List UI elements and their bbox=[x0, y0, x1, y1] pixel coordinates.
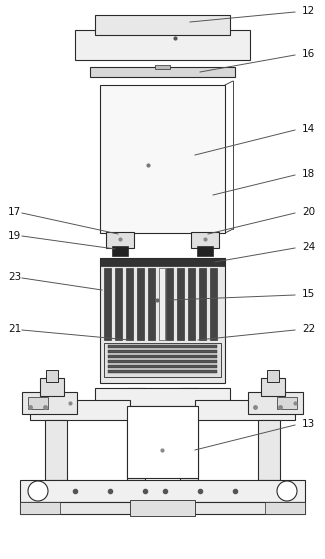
Bar bbox=[45, 420, 67, 480]
Bar bbox=[155, 65, 170, 69]
Bar bbox=[40, 378, 64, 396]
Bar bbox=[104, 343, 221, 377]
Bar bbox=[30, 400, 130, 420]
Bar bbox=[265, 502, 305, 514]
Bar bbox=[148, 268, 155, 340]
Bar bbox=[199, 268, 206, 340]
Bar bbox=[108, 350, 217, 353]
Bar bbox=[258, 420, 280, 480]
Text: 14: 14 bbox=[302, 124, 315, 134]
Bar bbox=[75, 30, 250, 60]
Text: 16: 16 bbox=[302, 49, 315, 59]
Circle shape bbox=[277, 481, 297, 501]
Bar bbox=[104, 268, 111, 340]
Text: 13: 13 bbox=[302, 419, 315, 429]
Bar bbox=[191, 232, 219, 248]
Bar bbox=[100, 258, 225, 266]
Bar bbox=[267, 370, 279, 382]
Bar bbox=[108, 365, 217, 368]
Bar bbox=[115, 268, 122, 340]
Bar bbox=[210, 268, 217, 340]
Bar bbox=[106, 232, 134, 248]
Bar bbox=[130, 500, 195, 516]
Bar bbox=[108, 370, 217, 373]
Bar bbox=[108, 360, 217, 363]
Text: 18: 18 bbox=[302, 169, 315, 179]
Bar bbox=[197, 246, 213, 256]
Text: 24: 24 bbox=[302, 242, 315, 252]
Text: 20: 20 bbox=[302, 207, 315, 217]
Bar bbox=[100, 258, 225, 383]
Bar bbox=[95, 15, 230, 35]
Text: 12: 12 bbox=[302, 6, 315, 16]
Bar bbox=[20, 502, 60, 514]
Bar bbox=[277, 397, 297, 409]
Bar bbox=[137, 268, 144, 340]
Bar bbox=[177, 268, 184, 340]
Bar bbox=[46, 370, 58, 382]
Bar bbox=[180, 388, 198, 483]
Bar bbox=[108, 345, 217, 348]
Text: 23: 23 bbox=[8, 272, 21, 282]
Bar bbox=[159, 268, 165, 340]
Bar bbox=[22, 392, 77, 414]
Bar bbox=[90, 67, 235, 77]
Bar bbox=[195, 400, 295, 420]
Bar bbox=[127, 406, 198, 478]
Bar bbox=[95, 388, 230, 406]
Bar bbox=[166, 268, 173, 340]
Text: 22: 22 bbox=[302, 324, 315, 334]
Text: 15: 15 bbox=[302, 289, 315, 299]
Bar bbox=[126, 268, 133, 340]
Bar bbox=[112, 246, 128, 256]
Bar bbox=[248, 392, 303, 414]
Bar bbox=[100, 85, 225, 233]
Bar bbox=[20, 480, 305, 502]
Text: 17: 17 bbox=[8, 207, 21, 217]
Bar bbox=[127, 388, 145, 483]
Text: 19: 19 bbox=[8, 231, 21, 241]
Bar bbox=[188, 268, 195, 340]
Bar bbox=[108, 355, 217, 358]
Bar bbox=[28, 397, 48, 409]
Text: 21: 21 bbox=[8, 324, 21, 334]
Circle shape bbox=[28, 481, 48, 501]
Bar bbox=[261, 378, 285, 396]
Bar bbox=[20, 502, 305, 514]
